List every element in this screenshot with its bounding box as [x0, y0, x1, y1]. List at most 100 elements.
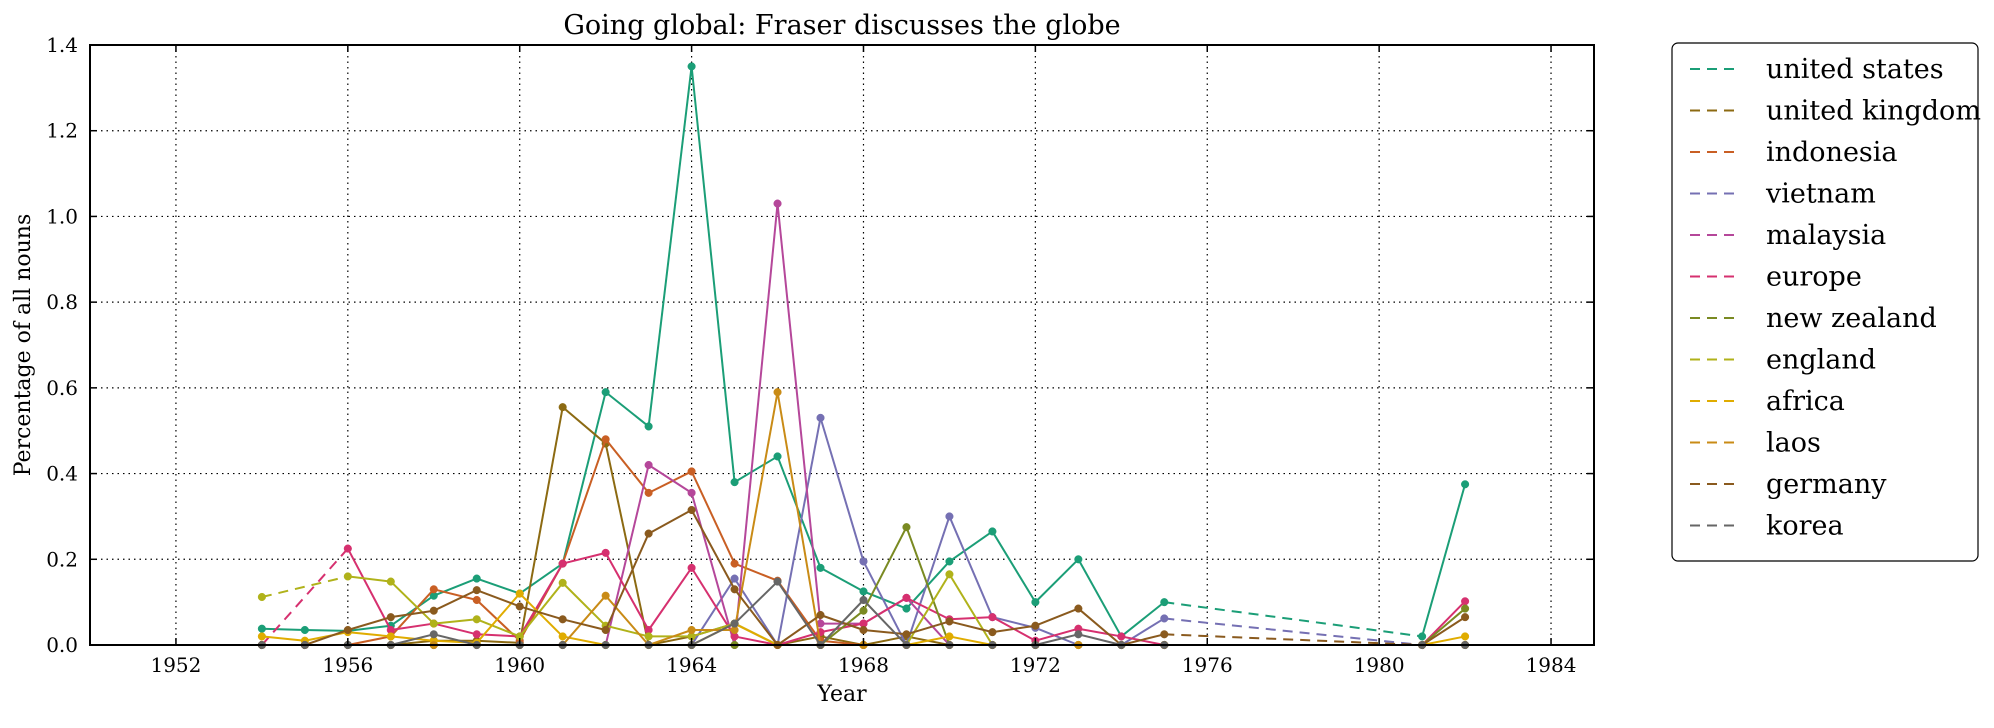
- data-point: [601, 548, 610, 557]
- series-segment: [304, 629, 348, 632]
- series-segment: [1121, 635, 1165, 646]
- series-segment: [733, 588, 779, 646]
- data-point: [472, 595, 481, 605]
- series-segment: [347, 616, 392, 631]
- series-segment: [819, 609, 865, 646]
- series-segment: [561, 391, 607, 564]
- data-point: [859, 625, 868, 635]
- data-point: [687, 467, 696, 476]
- data-point: [1461, 613, 1470, 622]
- data-point: [257, 624, 266, 633]
- x-tick-label: 1984: [1526, 653, 1577, 677]
- data-point: [644, 632, 653, 641]
- x-tick-label: 1980: [1354, 653, 1405, 677]
- series-segment: [863, 629, 907, 636]
- data-point: [601, 435, 610, 444]
- series-segment: [905, 573, 951, 646]
- data-point: [859, 587, 868, 596]
- series-segment: [1164, 601, 1423, 638]
- x-tick-label: 1972: [1010, 653, 1061, 677]
- series-segment: [948, 530, 993, 563]
- series-segment: [604, 443, 650, 646]
- series-segment: [433, 577, 478, 597]
- data-point: [816, 610, 825, 620]
- series-segment: [476, 589, 521, 608]
- legend-item: united states: [1690, 54, 1944, 85]
- legend-label: germany: [1766, 469, 1887, 500]
- series-segment: [648, 629, 692, 646]
- data-point: [429, 630, 438, 639]
- series-segment: [776, 581, 822, 646]
- legend-item: korea: [1690, 511, 1844, 542]
- data-point: [386, 577, 395, 586]
- data-point: [1031, 598, 1040, 607]
- data-point: [902, 523, 911, 532]
- series-segment: [948, 573, 994, 646]
- series-segment: [1421, 484, 1467, 637]
- series-segment: [1077, 607, 1122, 646]
- series-segment: [949, 616, 993, 621]
- legend-box: [1671, 42, 1979, 562]
- series-segment: [604, 533, 650, 631]
- series-segment: [433, 588, 477, 601]
- series-segment: [433, 618, 477, 625]
- series-segment: [905, 526, 951, 646]
- data-point: [859, 595, 868, 605]
- data-point: [257, 632, 266, 641]
- data-point: [1160, 614, 1169, 623]
- data-point: [988, 613, 997, 622]
- series-segment: [949, 620, 993, 634]
- x-tick-label: 1964: [666, 653, 717, 677]
- legend-item: vietnam: [1690, 179, 1876, 210]
- data-point: [1461, 604, 1470, 613]
- data-point: [859, 557, 868, 566]
- data-point: [859, 606, 868, 615]
- data-point: [902, 630, 911, 639]
- data-point: [687, 625, 696, 635]
- series-segment: [1035, 633, 1079, 646]
- data-point: [945, 512, 954, 521]
- series-segment: [261, 547, 349, 646]
- series-segment: [734, 635, 778, 646]
- series-segment: [1164, 633, 1423, 646]
- series-segment: [561, 438, 607, 564]
- data-point: [601, 625, 610, 635]
- series-segment: [476, 618, 521, 638]
- legend-label: england: [1766, 345, 1876, 376]
- data-point: [1160, 598, 1169, 607]
- data-point: [687, 62, 696, 71]
- series-segment: [734, 455, 779, 484]
- series-united-states: [257, 62, 1470, 641]
- series-segment: [261, 627, 305, 631]
- y-tick-label: 0.2: [46, 547, 78, 571]
- series-segment: [1121, 633, 1165, 646]
- series-segment: [690, 66, 736, 483]
- x-tick-label: 1976: [1182, 653, 1233, 677]
- data-point: [472, 615, 481, 624]
- x-tick-label: 1968: [838, 653, 889, 677]
- data-point: [773, 388, 782, 397]
- legend-item: malaysia: [1690, 220, 1886, 251]
- legend-label: korea: [1766, 511, 1844, 542]
- legend-item: germany: [1690, 469, 1887, 500]
- series-segment: [862, 526, 908, 612]
- data-point: [343, 625, 352, 635]
- data-point: [644, 488, 653, 497]
- series-segment: [1421, 635, 1466, 646]
- series-segment: [1120, 601, 1165, 638]
- data-point: [429, 585, 438, 594]
- data-point: [773, 577, 782, 586]
- y-tick-label: 1.4: [46, 33, 78, 57]
- chart-title: Going global: Fraser discusses the globe: [563, 10, 1120, 41]
- legend-item: laos: [1690, 428, 1821, 459]
- data-point: [945, 632, 954, 641]
- series-segment: [691, 622, 736, 646]
- series-segment: [1078, 633, 1122, 646]
- data-point: [1117, 632, 1126, 641]
- x-tick-label: 1956: [322, 653, 373, 677]
- series-segment: [820, 566, 864, 593]
- data-point: [644, 422, 653, 431]
- series-segment: [390, 635, 434, 642]
- series-segment: [519, 562, 564, 595]
